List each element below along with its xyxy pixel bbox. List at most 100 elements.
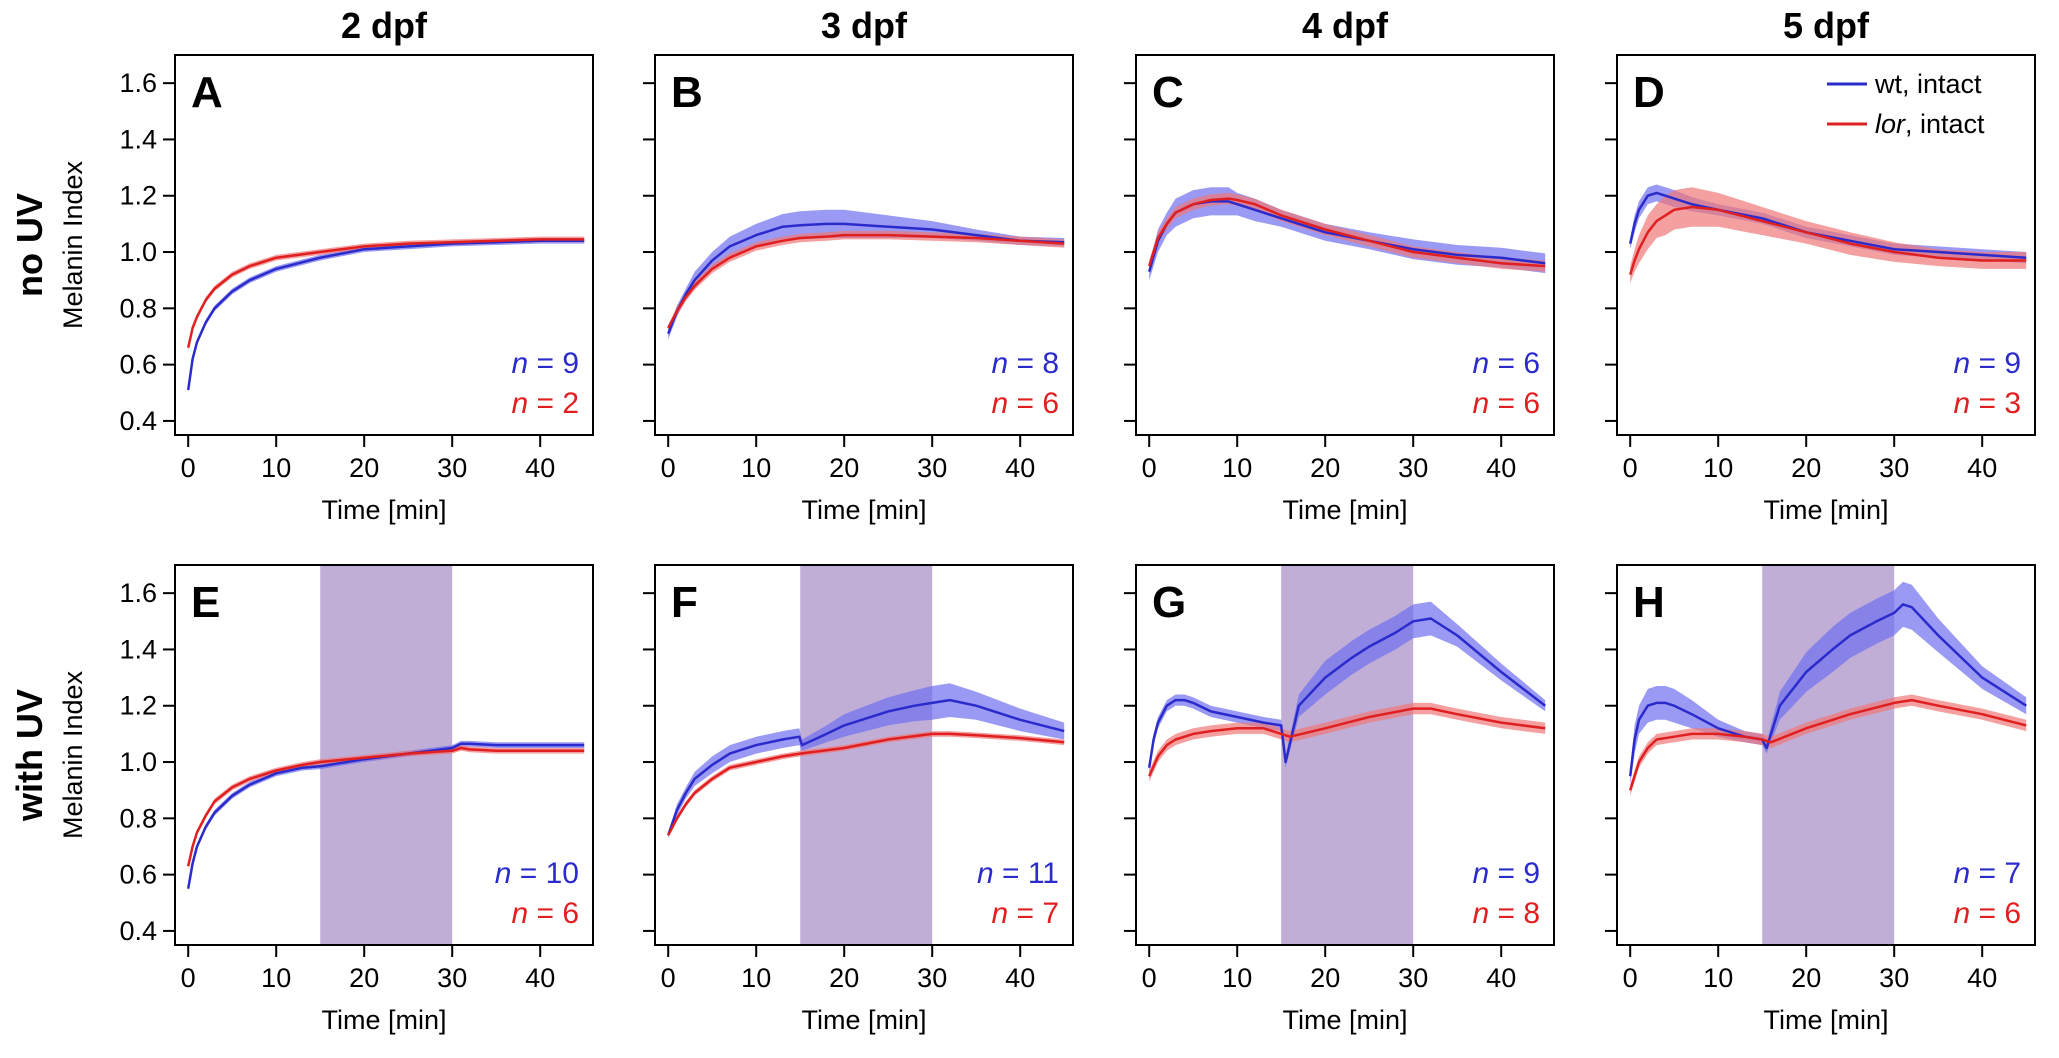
series-line-wt bbox=[1147, 617, 1546, 768]
x-tick-label: 20 bbox=[349, 453, 379, 483]
x-axis-label: Time [min] bbox=[321, 1005, 446, 1035]
plot-frame bbox=[1135, 564, 1555, 946]
x-tick-label: 0 bbox=[1142, 453, 1157, 483]
n-symbol: n bbox=[495, 857, 512, 890]
y-tick-label: 1.2 bbox=[119, 691, 157, 721]
n-symbol: n bbox=[1953, 347, 1970, 380]
n-value: = 6 bbox=[1008, 387, 1059, 420]
y-tick-label: 0.8 bbox=[119, 293, 157, 323]
x-tick-label: 30 bbox=[437, 963, 467, 993]
series-line-lor bbox=[667, 233, 1065, 329]
series-line-lor bbox=[1629, 205, 2027, 275]
legend-entry-genotype: lor bbox=[1875, 109, 1906, 139]
uv-exposure-window bbox=[800, 565, 933, 945]
x-tick-label: 10 bbox=[1703, 453, 1733, 483]
y-tick-label: 0.6 bbox=[119, 350, 157, 380]
x-axis-label: Time [min] bbox=[801, 495, 926, 525]
sample-size-label-wt: n = 9 bbox=[1953, 347, 2021, 380]
x-tick-label: 20 bbox=[349, 963, 379, 993]
panel-letter: E bbox=[191, 578, 220, 627]
series-band-wt bbox=[668, 209, 1065, 340]
n-symbol: n bbox=[991, 897, 1008, 930]
n-value: = 9 bbox=[1489, 857, 1540, 890]
sample-size-label-wt: n = 8 bbox=[991, 347, 1059, 380]
x-tick-label: 40 bbox=[525, 963, 555, 993]
series-line-lor bbox=[186, 238, 585, 348]
legend-entry-genotype: wt bbox=[1874, 69, 1902, 99]
x-tick-label: 0 bbox=[1623, 963, 1638, 993]
series-line-lor bbox=[1148, 707, 1546, 777]
series-band-lor bbox=[1149, 702, 1546, 782]
x-tick-label: 10 bbox=[261, 963, 291, 993]
x-tick-label: 0 bbox=[181, 453, 196, 483]
n-value: = 6 bbox=[1970, 897, 2021, 930]
x-tick-label: 30 bbox=[437, 453, 467, 483]
x-tick-label: 40 bbox=[1967, 453, 1997, 483]
panel-a: 0 10 20 30 40 0.4 0.6 0.8 1.0 1.2 1.4 1.6 Time [min]… bbox=[119, 54, 594, 525]
x-axis-label: Time [min] bbox=[1763, 1005, 1888, 1035]
x-tick-label: 40 bbox=[1967, 963, 1997, 993]
y-tick-label: 0.4 bbox=[119, 916, 157, 946]
series-line-lor bbox=[667, 732, 1065, 836]
series-line-lor bbox=[1148, 197, 1546, 268]
x-tick-label: 0 bbox=[661, 453, 676, 483]
x-tick-label: 40 bbox=[525, 453, 555, 483]
sample-size-label-wt: n = 9 bbox=[1472, 857, 1540, 890]
y-axis-label: Melanin Index bbox=[58, 670, 88, 839]
n-symbol: n bbox=[977, 857, 994, 890]
y-tick-label: 1.6 bbox=[119, 578, 157, 608]
n-value: = 8 bbox=[1008, 347, 1059, 380]
series-line-wt bbox=[667, 698, 1065, 836]
sample-size-label-wt: n = 7 bbox=[1953, 857, 2021, 890]
y-axis-label: Melanin Index bbox=[58, 160, 88, 329]
x-tick-label: 20 bbox=[1310, 963, 1340, 993]
y-tick-label: 1.4 bbox=[119, 634, 157, 664]
x-axis-label: Time [min] bbox=[801, 1005, 926, 1035]
x-axis-label: Time [min] bbox=[1282, 1005, 1407, 1035]
n-value: = 2 bbox=[528, 387, 579, 420]
n-value: = 11 bbox=[994, 857, 1059, 890]
row-title: with UV bbox=[9, 689, 50, 822]
panel-letter: C bbox=[1152, 68, 1184, 117]
series-band-lor bbox=[1630, 187, 2027, 283]
series-line-wt bbox=[186, 742, 585, 889]
x-tick-label: 20 bbox=[1791, 963, 1821, 993]
sample-size-label-lor: n = 6 bbox=[1953, 897, 2021, 930]
panel-letter: G bbox=[1152, 578, 1186, 627]
x-tick-label: 10 bbox=[1222, 963, 1252, 993]
n-symbol: n bbox=[1472, 347, 1489, 380]
n-value: = 9 bbox=[528, 347, 579, 380]
sample-size-label-lor: n = 2 bbox=[511, 387, 579, 420]
y-tick-label: 0.6 bbox=[119, 860, 157, 890]
x-tick-label: 20 bbox=[829, 963, 859, 993]
n-symbol: n bbox=[511, 347, 528, 380]
n-symbol: n bbox=[1472, 897, 1489, 930]
panel-letter: A bbox=[191, 68, 223, 117]
y-tick-label: 1.4 bbox=[119, 124, 157, 154]
plot-frame bbox=[654, 54, 1074, 436]
column-title: 4 dpf bbox=[1302, 5, 1389, 46]
series-line-wt bbox=[1628, 603, 2027, 777]
n-value: = 7 bbox=[1008, 897, 1059, 930]
sample-size-label-wt: n = 9 bbox=[511, 347, 579, 380]
x-tick-label: 40 bbox=[1486, 453, 1516, 483]
plot-frame bbox=[174, 54, 594, 436]
series-band-lor bbox=[1149, 192, 1546, 272]
x-tick-label: 40 bbox=[1486, 963, 1516, 993]
plot-frame bbox=[1616, 564, 2036, 946]
x-tick-label: 20 bbox=[1310, 453, 1340, 483]
y-tick-label: 1.0 bbox=[119, 747, 157, 777]
y-tick-label: 1.2 bbox=[119, 181, 157, 211]
x-tick-label: 30 bbox=[1398, 963, 1428, 993]
y-tick-label: 1.6 bbox=[119, 68, 157, 98]
x-axis-label: Time [min] bbox=[1282, 495, 1407, 525]
n-symbol: n bbox=[1472, 387, 1489, 420]
column-title: 5 dpf bbox=[1783, 5, 1870, 46]
x-tick-label: 40 bbox=[1005, 453, 1035, 483]
sample-size-label-lor: n = 6 bbox=[511, 897, 579, 930]
panel-letter: H bbox=[1633, 578, 1665, 627]
